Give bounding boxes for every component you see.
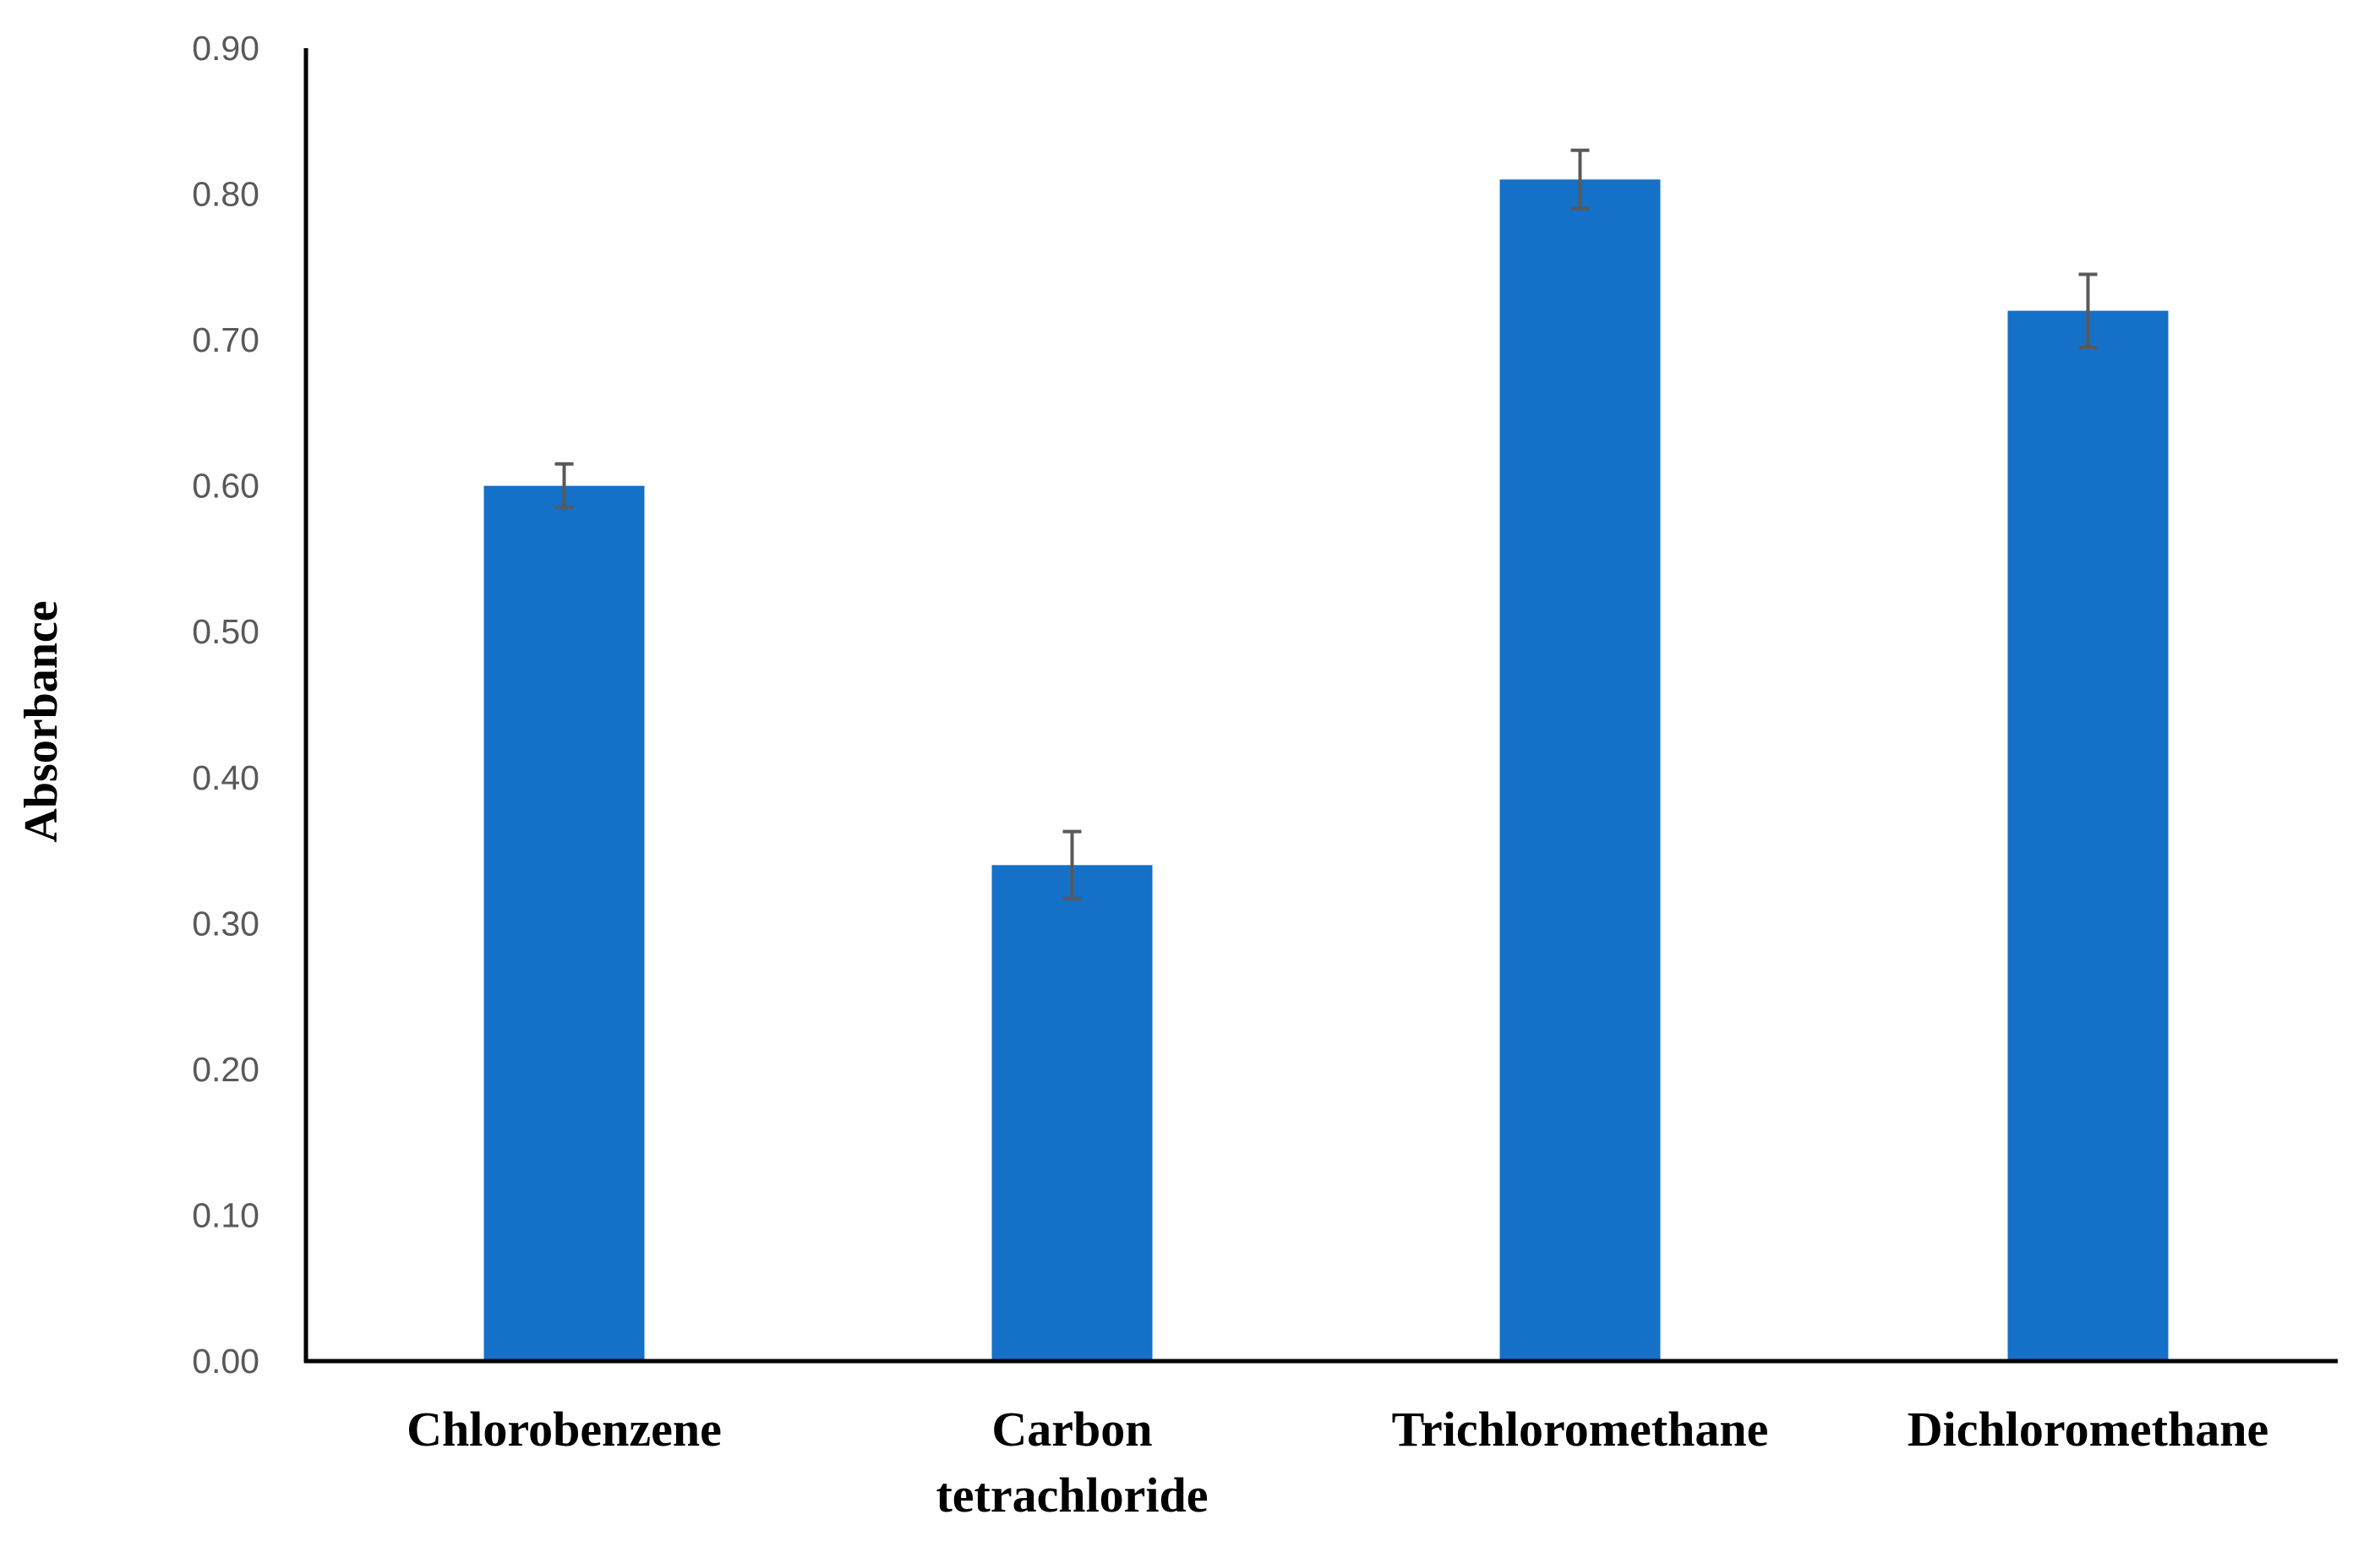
y-tick-label: 0.60 — [192, 467, 259, 506]
x-tick-label: Chlorobenzene — [407, 1402, 722, 1457]
y-axis-title: Absorbance — [15, 600, 68, 842]
y-axis-ticks: 0.00 0.10 0.20 0.30 0.40 0.50 0.60 0.70 0.80 0.90 — [192, 29, 259, 1381]
error-bar — [554, 462, 574, 510]
bar — [483, 485, 645, 1361]
axes — [303, 48, 2338, 1364]
error-bar — [1062, 829, 1082, 900]
y-tick-label: 0.80 — [192, 175, 259, 214]
bar — [1499, 179, 1661, 1361]
x-tick-label: Trichloromethane — [1392, 1402, 1769, 1457]
x-tick-label: Carbon — [991, 1402, 1152, 1457]
y-tick-label: 0.40 — [192, 758, 259, 797]
y-axis-title-group: Absorbance — [15, 600, 68, 842]
y-tick-label: 0.00 — [192, 1342, 259, 1381]
error-bars — [554, 148, 2098, 900]
bars — [483, 179, 2169, 1362]
x-tick-label: tetrachloride — [936, 1468, 1208, 1523]
y-tick-label: 0.30 — [192, 904, 259, 943]
error-bar — [2078, 272, 2098, 349]
bar — [991, 865, 1153, 1361]
y-tick-label: 0.70 — [192, 320, 259, 359]
y-tick-label: 0.50 — [192, 612, 259, 651]
x-axis-labels: Chlorobenzene Carbon tetrachloride Trichlor… — [407, 1402, 2268, 1523]
error-bar — [1570, 148, 1590, 211]
x-tick-label: Dichloromethane — [1908, 1402, 2268, 1457]
y-tick-label: 0.90 — [192, 29, 259, 68]
y-tick-label: 0.20 — [192, 1050, 259, 1089]
y-tick-label: 0.10 — [192, 1195, 259, 1234]
bar — [2007, 310, 2169, 1362]
